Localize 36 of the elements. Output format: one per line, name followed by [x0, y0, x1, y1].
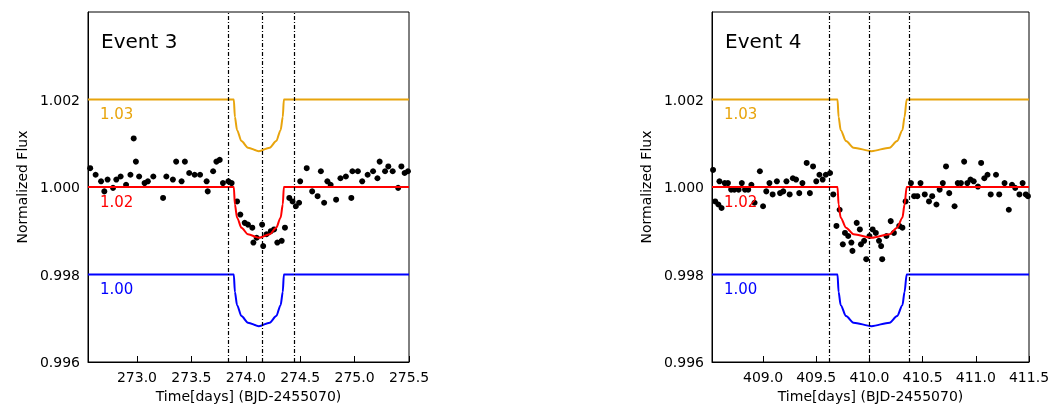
x-tick-label: 411.0: [955, 369, 996, 385]
line-series: [711, 273, 1030, 328]
y-tick-label: 0.996: [663, 354, 705, 370]
x-tick-label: 273.0: [116, 369, 158, 385]
series-label: 1.02: [100, 192, 134, 211]
y-axis-title: Normalized Flux: [14, 130, 31, 244]
x-axis-title: Time[days] (BJD-2455070): [776, 387, 964, 404]
x-tick-label: 411.5: [1008, 369, 1050, 385]
series-label: 1.03: [724, 105, 758, 123]
line-series: [87, 98, 410, 153]
y-tick-label: 0.998: [663, 266, 704, 283]
x-tick-label: 409.5: [796, 369, 837, 385]
series-label: 1.00: [100, 280, 134, 298]
y-axis-title: Normalized Flux: [638, 130, 655, 244]
line-series: [711, 98, 1030, 153]
y-tick-label: 0.996: [39, 354, 81, 370]
line-series: [87, 273, 410, 328]
y-tick-label: 1.000: [39, 179, 80, 195]
series-label: 1.03: [100, 105, 134, 123]
y-tick-label: 1.000: [663, 179, 704, 195]
text: Event 4: [725, 29, 802, 53]
y-tick-label: 1.002: [663, 91, 704, 108]
series-label: 1.00: [724, 280, 758, 298]
x-axis-title: Time[days] (BJD-2455070): [154, 387, 342, 404]
x-tick-label: 410.5: [902, 369, 943, 385]
x-tick-label: 274.5: [280, 369, 321, 385]
x-tick-label: 275.5: [388, 369, 430, 385]
series-label: 1.02: [724, 192, 758, 211]
x-tick-label: 275.0: [334, 369, 375, 385]
text: Event 3: [101, 29, 178, 53]
x-tick-label: 410.0: [849, 369, 890, 385]
x-tick-label: 409.0: [743, 369, 784, 385]
y-tick-label: 1.002: [39, 91, 80, 108]
y-tick-label: 0.998: [39, 266, 80, 283]
x-tick-label: 273.5: [171, 369, 212, 385]
x-tick-label: 274.0: [225, 369, 266, 385]
